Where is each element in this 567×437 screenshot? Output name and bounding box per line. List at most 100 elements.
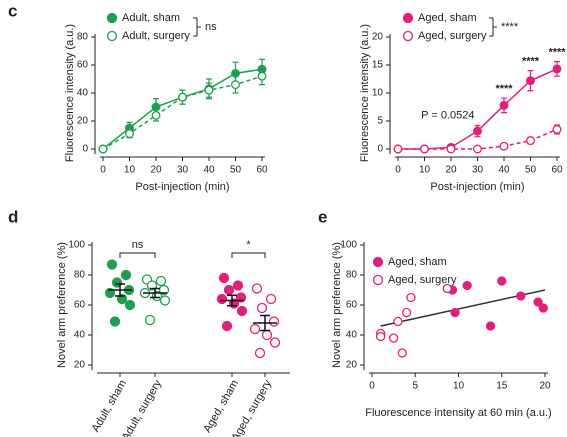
- x-tick-label: 0: [100, 165, 106, 176]
- point: [526, 136, 535, 146]
- comparison-label: *: [246, 239, 251, 251]
- y-tick-label: 80: [74, 270, 86, 281]
- x-tick-label: 40: [203, 165, 215, 176]
- y-axis-label: Fluorescence intensity (a.u.): [359, 24, 371, 162]
- x-axis-label: Post-injection (min): [135, 181, 229, 193]
- x-tick-label: 50: [525, 165, 537, 176]
- annotation: ****: [522, 56, 540, 68]
- y-axis-label: Novel arm preference (%): [56, 242, 68, 368]
- x-tick-label: 10: [419, 165, 431, 176]
- point: [151, 110, 161, 120]
- point: [375, 331, 386, 342]
- legend-marker: [402, 30, 414, 42]
- point: [257, 71, 267, 81]
- comparison-bracket: [231, 252, 266, 258]
- point: [251, 283, 263, 294]
- point: [236, 305, 248, 317]
- point: [516, 291, 526, 301]
- point: [533, 297, 543, 307]
- point: [446, 144, 456, 154]
- point: [552, 124, 562, 134]
- point: [526, 76, 535, 86]
- x-tick-label: 10: [453, 381, 465, 392]
- point: [178, 92, 187, 102]
- point: [538, 303, 548, 313]
- y-tick-label: 15: [372, 60, 384, 71]
- legend-label: Aged, sham: [418, 12, 477, 24]
- y-tick-label: 0: [377, 144, 383, 155]
- x-tick-label: 0: [369, 381, 375, 392]
- legend-label: Aged, surgery: [418, 30, 487, 42]
- legend-marker: [372, 256, 384, 268]
- y-axis-label: Novel arm preference (%): [331, 242, 343, 368]
- legend-bracket: [193, 17, 201, 37]
- sem-bar: [150, 287, 160, 299]
- point: [497, 276, 507, 286]
- legend-label: Adult, surgery: [122, 30, 190, 42]
- y-tick-label: 0: [82, 144, 88, 155]
- x-tick-label: 20: [150, 165, 162, 176]
- legend-label: Aged, sham: [388, 256, 447, 268]
- point: [155, 275, 167, 287]
- point: [397, 348, 407, 358]
- point: [254, 347, 266, 359]
- y-tick-label: 20: [346, 360, 358, 371]
- sem-bar: [227, 294, 237, 307]
- x-tick-label: 20: [445, 165, 457, 176]
- point: [232, 280, 244, 291]
- point: [462, 280, 472, 291]
- point: [109, 316, 121, 327]
- point: [450, 307, 460, 318]
- y-tick-label: 5: [377, 116, 383, 127]
- point: [231, 80, 240, 90]
- legend-note: ns: [205, 21, 217, 33]
- panel-letter: e: [318, 207, 327, 226]
- point: [106, 259, 118, 270]
- legend-marker: [106, 12, 118, 24]
- x-tick-label: 30: [177, 165, 189, 176]
- point: [393, 316, 403, 327]
- panel-letter: d: [8, 207, 18, 226]
- point: [98, 144, 108, 154]
- point: [442, 283, 452, 294]
- y-tick-label: 40: [77, 88, 89, 99]
- point: [216, 293, 228, 305]
- point: [249, 323, 261, 335]
- legend-bracket: [489, 17, 497, 37]
- y-tick-label: 60: [74, 300, 86, 311]
- point: [159, 295, 171, 306]
- x-tick-label: 30: [472, 165, 484, 176]
- legend-label: Adult, sham: [122, 12, 180, 24]
- point: [256, 302, 268, 314]
- point: [124, 299, 136, 311]
- y-tick-label: 20: [74, 360, 86, 371]
- point: [393, 144, 403, 154]
- legend-marker: [106, 30, 118, 42]
- annotation: P = 0.0524: [421, 109, 474, 121]
- x-tick-label: 60: [256, 165, 268, 176]
- y-tick-label: 40: [346, 330, 358, 341]
- y-tick-label: 40: [74, 330, 86, 341]
- y-tick-label: 100: [68, 240, 85, 251]
- point: [144, 314, 156, 326]
- legend-marker: [402, 12, 414, 24]
- sem-bar: [115, 283, 125, 297]
- annotation: ****: [495, 83, 513, 95]
- point: [204, 85, 214, 95]
- sem-bar: [260, 314, 270, 332]
- y-tick-label: 80: [77, 32, 89, 43]
- annotation: ****: [548, 47, 566, 59]
- legend-label: Aged, surgery: [388, 274, 457, 286]
- comparison-bracket: [119, 252, 156, 258]
- point: [473, 144, 482, 154]
- legend-marker: [372, 274, 384, 286]
- x-tick-label: 10: [124, 165, 136, 176]
- y-tick-label: 60: [77, 60, 89, 71]
- x-tick-label: 60: [551, 165, 563, 176]
- point: [485, 321, 496, 331]
- x-tick-label: 40: [498, 165, 510, 176]
- point: [223, 284, 235, 296]
- point: [269, 337, 281, 348]
- y-tick-label: 100: [340, 240, 357, 251]
- x-tick-label: 15: [496, 381, 508, 392]
